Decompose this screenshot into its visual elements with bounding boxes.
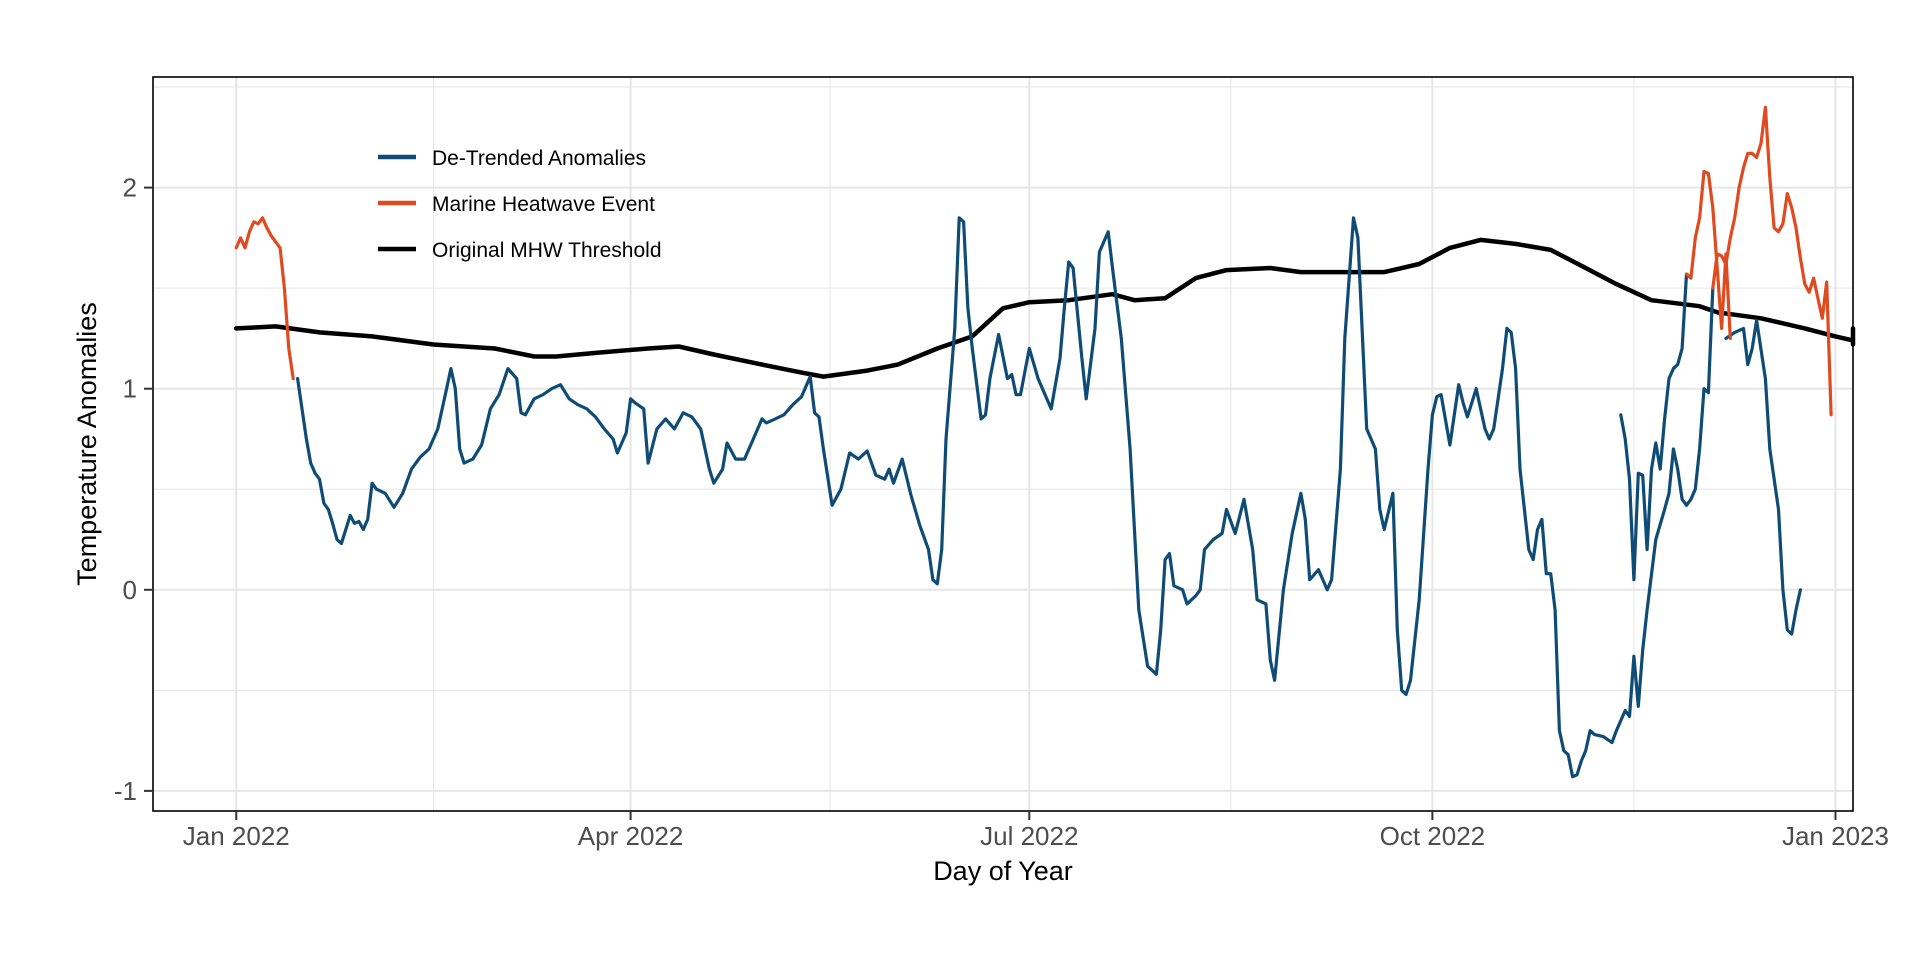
y-tick-label: 2 — [123, 173, 137, 203]
y-tick-label: 0 — [123, 575, 137, 605]
x-axis-title: Day of Year — [933, 856, 1073, 886]
plot-border — [152, 76, 1854, 812]
x-tick-label: Oct 2022 — [1380, 821, 1486, 851]
legend-label: Marine Heatwave Event — [432, 193, 655, 216]
x-tick-label: Jan 2022 — [183, 821, 290, 851]
y-axis-title: Temperature Anomalies — [72, 302, 102, 586]
series-line-marine-heatwave-event — [1711, 105, 1833, 417]
legend: De-Trended Anomalies Marine Heatwave Even… — [378, 147, 662, 262]
y-tick-label: -1 — [114, 776, 137, 806]
series-line-de-trended-anomalies — [296, 216, 1715, 779]
series-line-de-trended-anomalies — [1619, 272, 1693, 582]
series-line-de-trended-anomalies — [1724, 318, 1802, 636]
series-lines — [233, 105, 1856, 779]
series-line-marine-heatwave-event — [1684, 169, 1732, 340]
series-line-marine-heatwave-event — [234, 216, 295, 381]
grid-lines — [153, 77, 1853, 811]
x-tick-label: Jul 2022 — [980, 821, 1078, 851]
x-tick-label: Jan 2023 — [1782, 821, 1889, 851]
series-line-original-mhw-threshold — [233, 237, 1856, 379]
legend-label: De-Trended Anomalies — [432, 147, 646, 170]
x-tick-label: Apr 2022 — [578, 821, 684, 851]
axes: -1 0 1 2 Jan 2022 Apr 2022 Jul 2022 Oct 2022 Jan… — [114, 173, 1889, 851]
y-tick-label: 1 — [123, 374, 137, 404]
legend-label: Original MHW Threshold — [432, 239, 662, 262]
